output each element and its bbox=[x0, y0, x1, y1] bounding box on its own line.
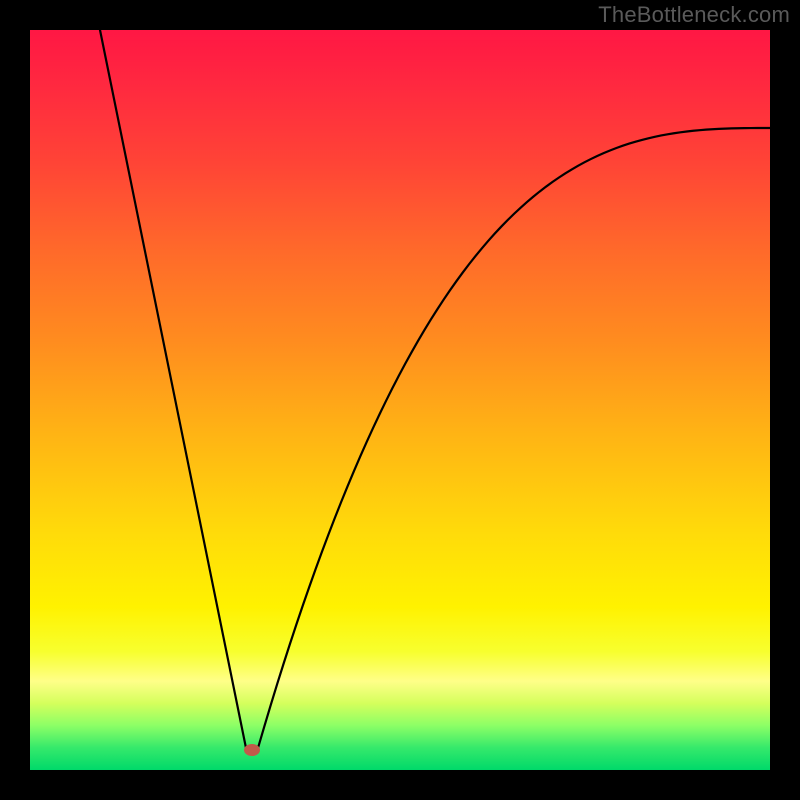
chart-stage: TheBottleneck.com bbox=[0, 0, 800, 800]
gradient-plot-area bbox=[30, 30, 770, 770]
chart-svg bbox=[0, 0, 800, 800]
watermark-text: TheBottleneck.com bbox=[598, 2, 790, 28]
vertex-marker bbox=[244, 744, 260, 756]
